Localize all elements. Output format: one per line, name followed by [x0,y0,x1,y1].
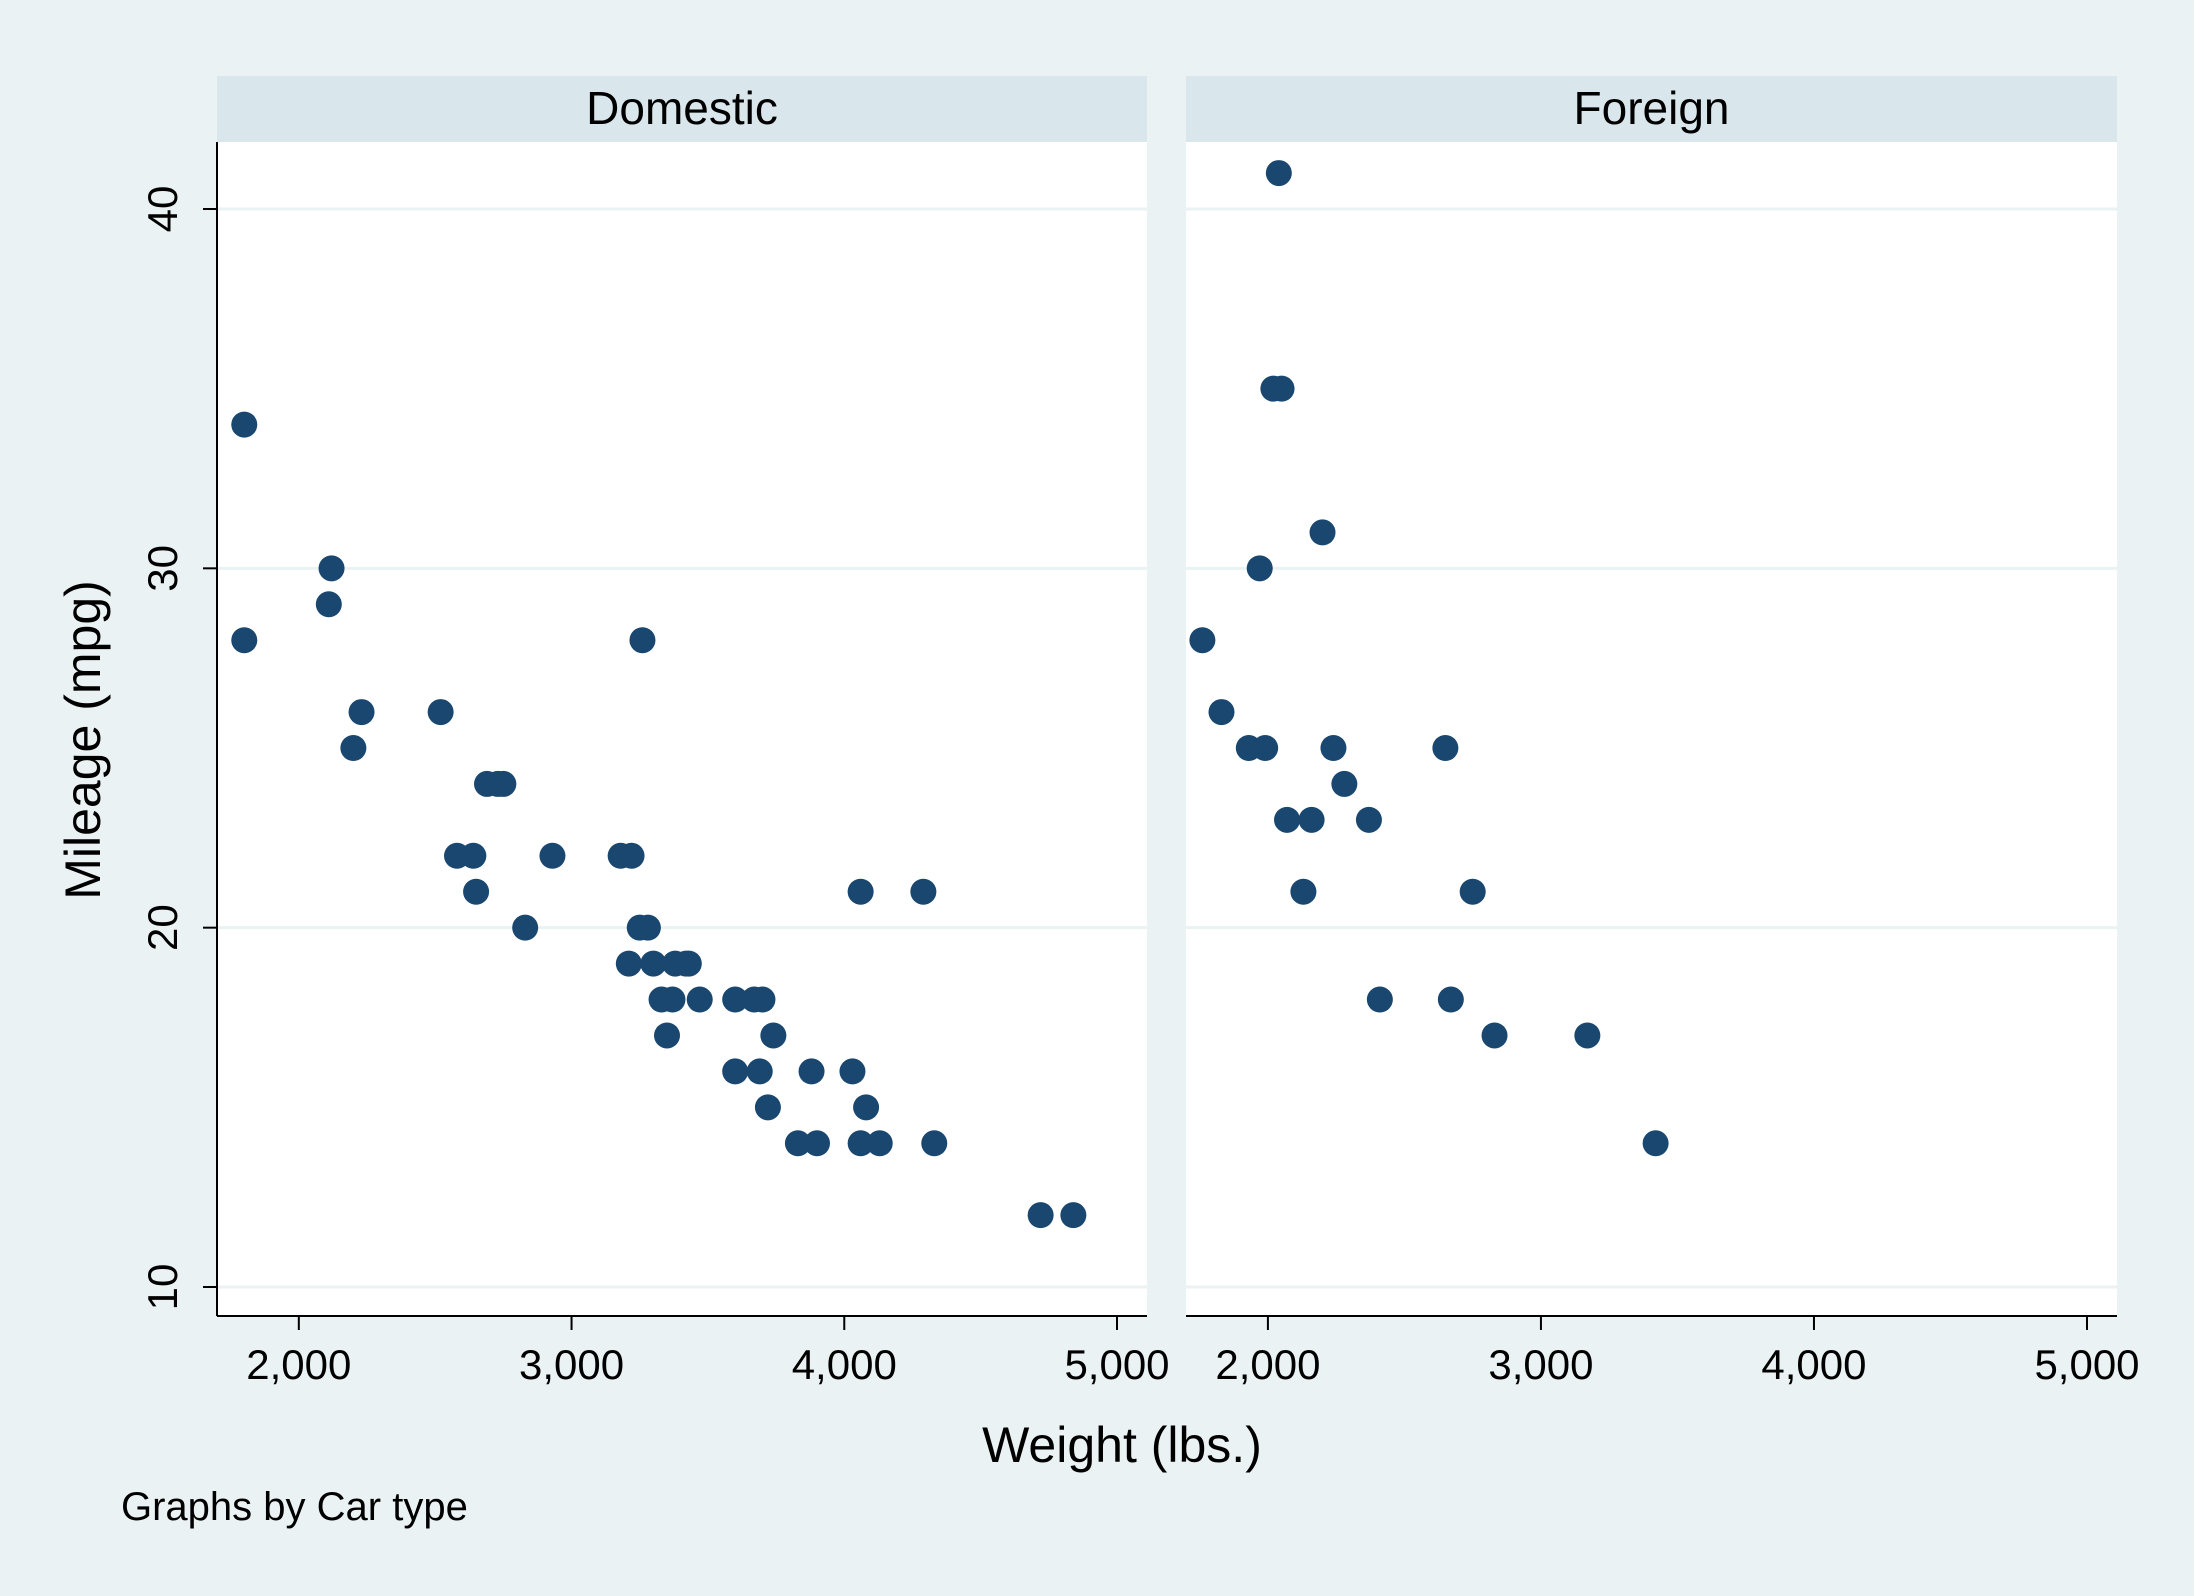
data-point [798,1058,825,1085]
y-tick-label: 10 [139,1264,186,1311]
data-point [512,914,539,941]
data-point [1432,735,1459,761]
data-point [1060,1202,1087,1229]
data-point [1642,1130,1669,1157]
panels-layer: Domestic 2,000 3,000 4,000 5,000 10 20 30 40 Fore… [139,76,2140,1388]
data-point [318,555,345,582]
panel-foreign: Foreign 2,000 3,000 4,000 5,000 [1186,76,2140,1388]
panel-header [1186,76,2117,142]
data-point [1437,986,1464,1013]
plot-area [1186,142,2117,1316]
data-point [1481,1022,1508,1049]
data-point [1331,770,1358,797]
note-text: Graphs by Car type [121,1485,468,1529]
data-point [749,986,776,1013]
panel-title: Foreign [1574,82,1730,134]
panel-title: Domestic [586,82,778,134]
data-point [804,1130,830,1157]
data-point [686,986,713,1013]
data-point [853,1094,880,1121]
x-tick-label: 5,000 [1064,1341,1169,1388]
x-tick-label: 2,000 [1215,1341,1320,1388]
data-point [231,627,258,654]
data-point [1290,878,1317,905]
plot-area [217,142,1147,1316]
data-point [231,411,258,438]
data-point [1189,627,1216,654]
data-point [1268,375,1295,402]
data-point [1246,555,1273,582]
data-point [722,1058,749,1085]
data-point [427,699,454,726]
data-point [866,1130,893,1157]
data-point [746,1058,773,1085]
data-point [1274,806,1301,833]
x-tick-label: 4,000 [792,1341,897,1388]
data-point [760,1022,787,1049]
data-point [839,1058,866,1085]
data-point [1366,986,1393,1013]
data-point [615,950,642,977]
data-point [847,1130,874,1157]
data-point [722,986,749,1013]
panel-domestic: Domestic 2,000 3,000 4,000 5,000 10 20 30 40 [139,76,1170,1388]
panel-header [217,76,1147,142]
x-tick-label: 2,000 [246,1341,351,1388]
data-point [463,878,490,905]
data-point [1298,806,1325,833]
data-point [675,950,702,977]
data-point [847,878,874,905]
x-axis-title: Weight (lbs.) [982,1417,1262,1473]
data-point [340,735,367,761]
y-tick-label: 20 [139,904,186,951]
y-tick-label: 40 [139,186,186,233]
data-point [315,591,342,618]
data-point [1252,735,1279,761]
data-point [1459,878,1486,905]
data-point [460,842,487,869]
data-point [1027,1202,1054,1229]
x-tick-label: 4,000 [1761,1341,1866,1388]
x-tick-label: 3,000 [519,1341,624,1388]
data-point [784,1130,811,1157]
data-point [634,914,661,941]
data-point [1208,699,1235,726]
data-point [659,986,686,1013]
data-point [1355,806,1382,833]
data-point [910,878,937,905]
data-point [1574,1022,1601,1049]
x-tick-label: 3,000 [1488,1341,1593,1388]
data-point [921,1130,948,1157]
data-point [754,1094,781,1121]
data-point [1309,519,1336,546]
data-point [618,842,645,869]
y-tick-label: 30 [139,545,186,592]
y-axis-title: Mileage (mpg) [55,580,111,900]
data-point [654,1022,680,1049]
data-point [490,770,517,797]
data-point [640,950,667,977]
data-point [629,627,656,654]
x-tick-label: 5,000 [2034,1341,2139,1388]
data-point [348,699,375,726]
data-point [539,842,566,869]
data-point [1320,735,1347,761]
data-point [1265,160,1292,187]
